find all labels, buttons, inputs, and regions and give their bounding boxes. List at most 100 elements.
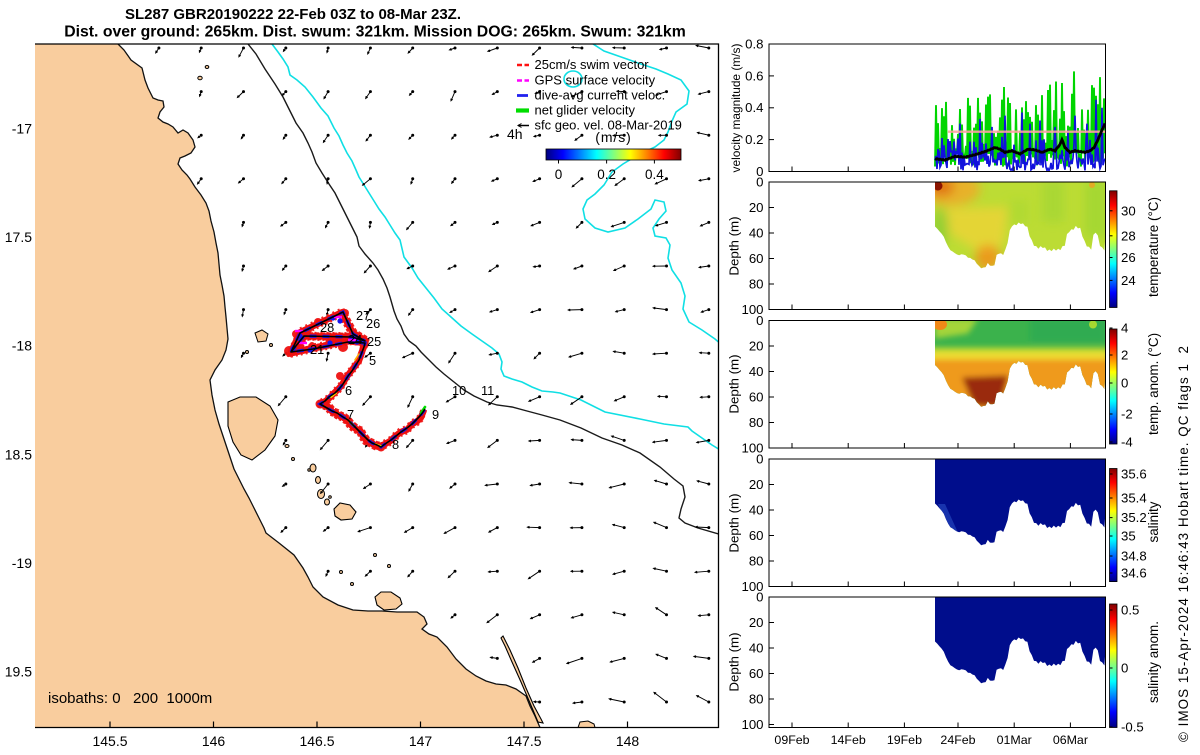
svg-text:146: 146 (202, 733, 226, 749)
svg-text:19.5: 19.5 (5, 664, 32, 680)
svg-text:2: 2 (1121, 348, 1128, 363)
svg-text:0.8: 0.8 (745, 37, 763, 52)
svg-text:-17: -17 (12, 121, 32, 137)
svg-text:9: 9 (432, 407, 439, 422)
svg-text:GPS surface velocity: GPS surface velocity (535, 73, 656, 88)
svg-text:Depth (m): Depth (m) (727, 354, 742, 413)
svg-text:0: 0 (756, 164, 763, 179)
svg-text:28: 28 (1121, 228, 1136, 243)
svg-text:21: 21 (310, 342, 324, 357)
svg-text:14Feb: 14Feb (831, 733, 866, 747)
svg-text:0.2: 0.2 (597, 167, 616, 182)
svg-text:-19: -19 (12, 555, 32, 571)
svg-text:35.2: 35.2 (1121, 510, 1147, 525)
svg-text:34.8: 34.8 (1121, 549, 1147, 564)
svg-text:Depth (m): Depth (m) (727, 216, 742, 275)
svg-text:40: 40 (749, 226, 764, 241)
svg-text:20: 20 (749, 339, 764, 354)
svg-text:17.5: 17.5 (5, 229, 32, 245)
svg-text:-2: -2 (1121, 407, 1133, 422)
svg-text:147: 147 (409, 733, 433, 749)
svg-text:velocity magnitude (m/s): velocity magnitude (m/s) (729, 44, 743, 173)
svg-text:Dist. over ground: 265km. Dist: Dist. over ground: 265km. Dist. swum: 32… (64, 24, 686, 41)
svg-text:35: 35 (1121, 529, 1136, 544)
svg-text:0: 0 (1121, 661, 1128, 676)
svg-text:© IMOS 15-Apr-2024 16:46:43 Ho: © IMOS 15-Apr-2024 16:46:43 Hobart time.… (1176, 345, 1191, 742)
svg-text:01Mar: 01Mar (997, 733, 1032, 747)
svg-text:SL287 GBR20190222 22-Feb 03Z t: SL287 GBR20190222 22-Feb 03Z to 08-Mar 2… (125, 6, 461, 23)
svg-text:dive-avg current veloc.: dive-avg current veloc. (535, 88, 666, 103)
svg-text:146.5: 146.5 (299, 733, 334, 749)
svg-text:100: 100 (741, 717, 763, 732)
svg-text:7: 7 (347, 407, 354, 422)
svg-text:24: 24 (348, 332, 362, 347)
svg-text:80: 80 (749, 554, 764, 569)
svg-text:20: 20 (749, 615, 764, 630)
svg-text:Depth (m): Depth (m) (727, 493, 742, 552)
svg-text:11: 11 (481, 383, 494, 398)
svg-text:(m/s): (m/s) (595, 129, 631, 145)
svg-text:30: 30 (1121, 203, 1136, 218)
svg-text:-18: -18 (12, 338, 32, 354)
svg-text:-4: -4 (1121, 435, 1133, 450)
svg-text:sfc geo. vel. 08-Mar-2019: sfc geo. vel. 08-Mar-2019 (535, 118, 682, 133)
svg-text:0: 0 (756, 313, 763, 328)
svg-text:19Feb: 19Feb (887, 733, 922, 747)
svg-text:80: 80 (749, 277, 764, 292)
svg-text:0: 0 (555, 167, 563, 182)
svg-text:24: 24 (1121, 273, 1136, 288)
svg-text:0.6: 0.6 (745, 68, 763, 83)
svg-text:26: 26 (366, 316, 380, 331)
svg-text:100: 100 (741, 441, 763, 456)
svg-text:20: 20 (749, 477, 764, 492)
svg-text:100: 100 (741, 579, 763, 594)
svg-text:0.2: 0.2 (745, 132, 763, 147)
svg-text:4h: 4h (507, 126, 523, 142)
svg-text:net glider velocity: net glider velocity (535, 103, 636, 118)
svg-text:25: 25 (367, 334, 381, 349)
svg-text:0.4: 0.4 (745, 100, 763, 115)
svg-text:5: 5 (369, 353, 376, 368)
svg-text:80: 80 (749, 692, 764, 707)
svg-text:temperature (°C): temperature (°C) (1146, 197, 1161, 297)
svg-text:27: 27 (356, 308, 370, 323)
svg-text:60: 60 (749, 666, 764, 681)
svg-text:60: 60 (749, 390, 764, 405)
svg-text:35.6: 35.6 (1121, 467, 1147, 482)
svg-text:10: 10 (452, 383, 466, 398)
svg-text:148: 148 (616, 733, 640, 749)
svg-text:06Mar: 06Mar (1053, 733, 1088, 747)
svg-text:147.5: 147.5 (506, 733, 541, 749)
svg-text:0: 0 (756, 452, 763, 467)
svg-text:09Feb: 09Feb (774, 733, 809, 747)
svg-text:8: 8 (392, 437, 399, 452)
svg-text:20: 20 (749, 200, 764, 215)
svg-text:80: 80 (749, 415, 764, 430)
svg-text:4: 4 (1121, 321, 1128, 336)
svg-text:34.6: 34.6 (1121, 566, 1147, 581)
svg-text:26: 26 (1121, 250, 1136, 265)
svg-text:35.4: 35.4 (1121, 491, 1147, 506)
svg-text:40: 40 (749, 641, 764, 656)
svg-text:temp. anom. (°C): temp. anom. (°C) (1146, 333, 1161, 435)
svg-text:Depth (m): Depth (m) (727, 632, 742, 691)
svg-text:0: 0 (756, 175, 763, 190)
svg-text:0: 0 (1121, 376, 1128, 391)
svg-text:6: 6 (345, 383, 352, 398)
svg-text:isobaths: 0 200 1000m: isobaths: 0 200 1000m (48, 690, 212, 707)
svg-text:-0.5: -0.5 (1121, 720, 1144, 735)
svg-text:0: 0 (756, 590, 763, 605)
svg-text:0.5: 0.5 (1121, 603, 1139, 618)
svg-text:24Feb: 24Feb (940, 733, 975, 747)
svg-text:40: 40 (749, 503, 764, 518)
svg-text:25cm/s swim vector: 25cm/s swim vector (535, 57, 650, 72)
svg-text:28: 28 (320, 320, 334, 335)
svg-text:145.5: 145.5 (92, 733, 127, 749)
svg-text:100: 100 (741, 302, 763, 317)
svg-text:60: 60 (749, 528, 764, 543)
svg-text:0.4: 0.4 (645, 167, 664, 182)
svg-text:salinity: salinity (1146, 501, 1161, 542)
svg-text:40: 40 (749, 364, 764, 379)
svg-text:18.5: 18.5 (5, 446, 32, 462)
svg-text:salinity anom.: salinity anom. (1146, 621, 1161, 703)
